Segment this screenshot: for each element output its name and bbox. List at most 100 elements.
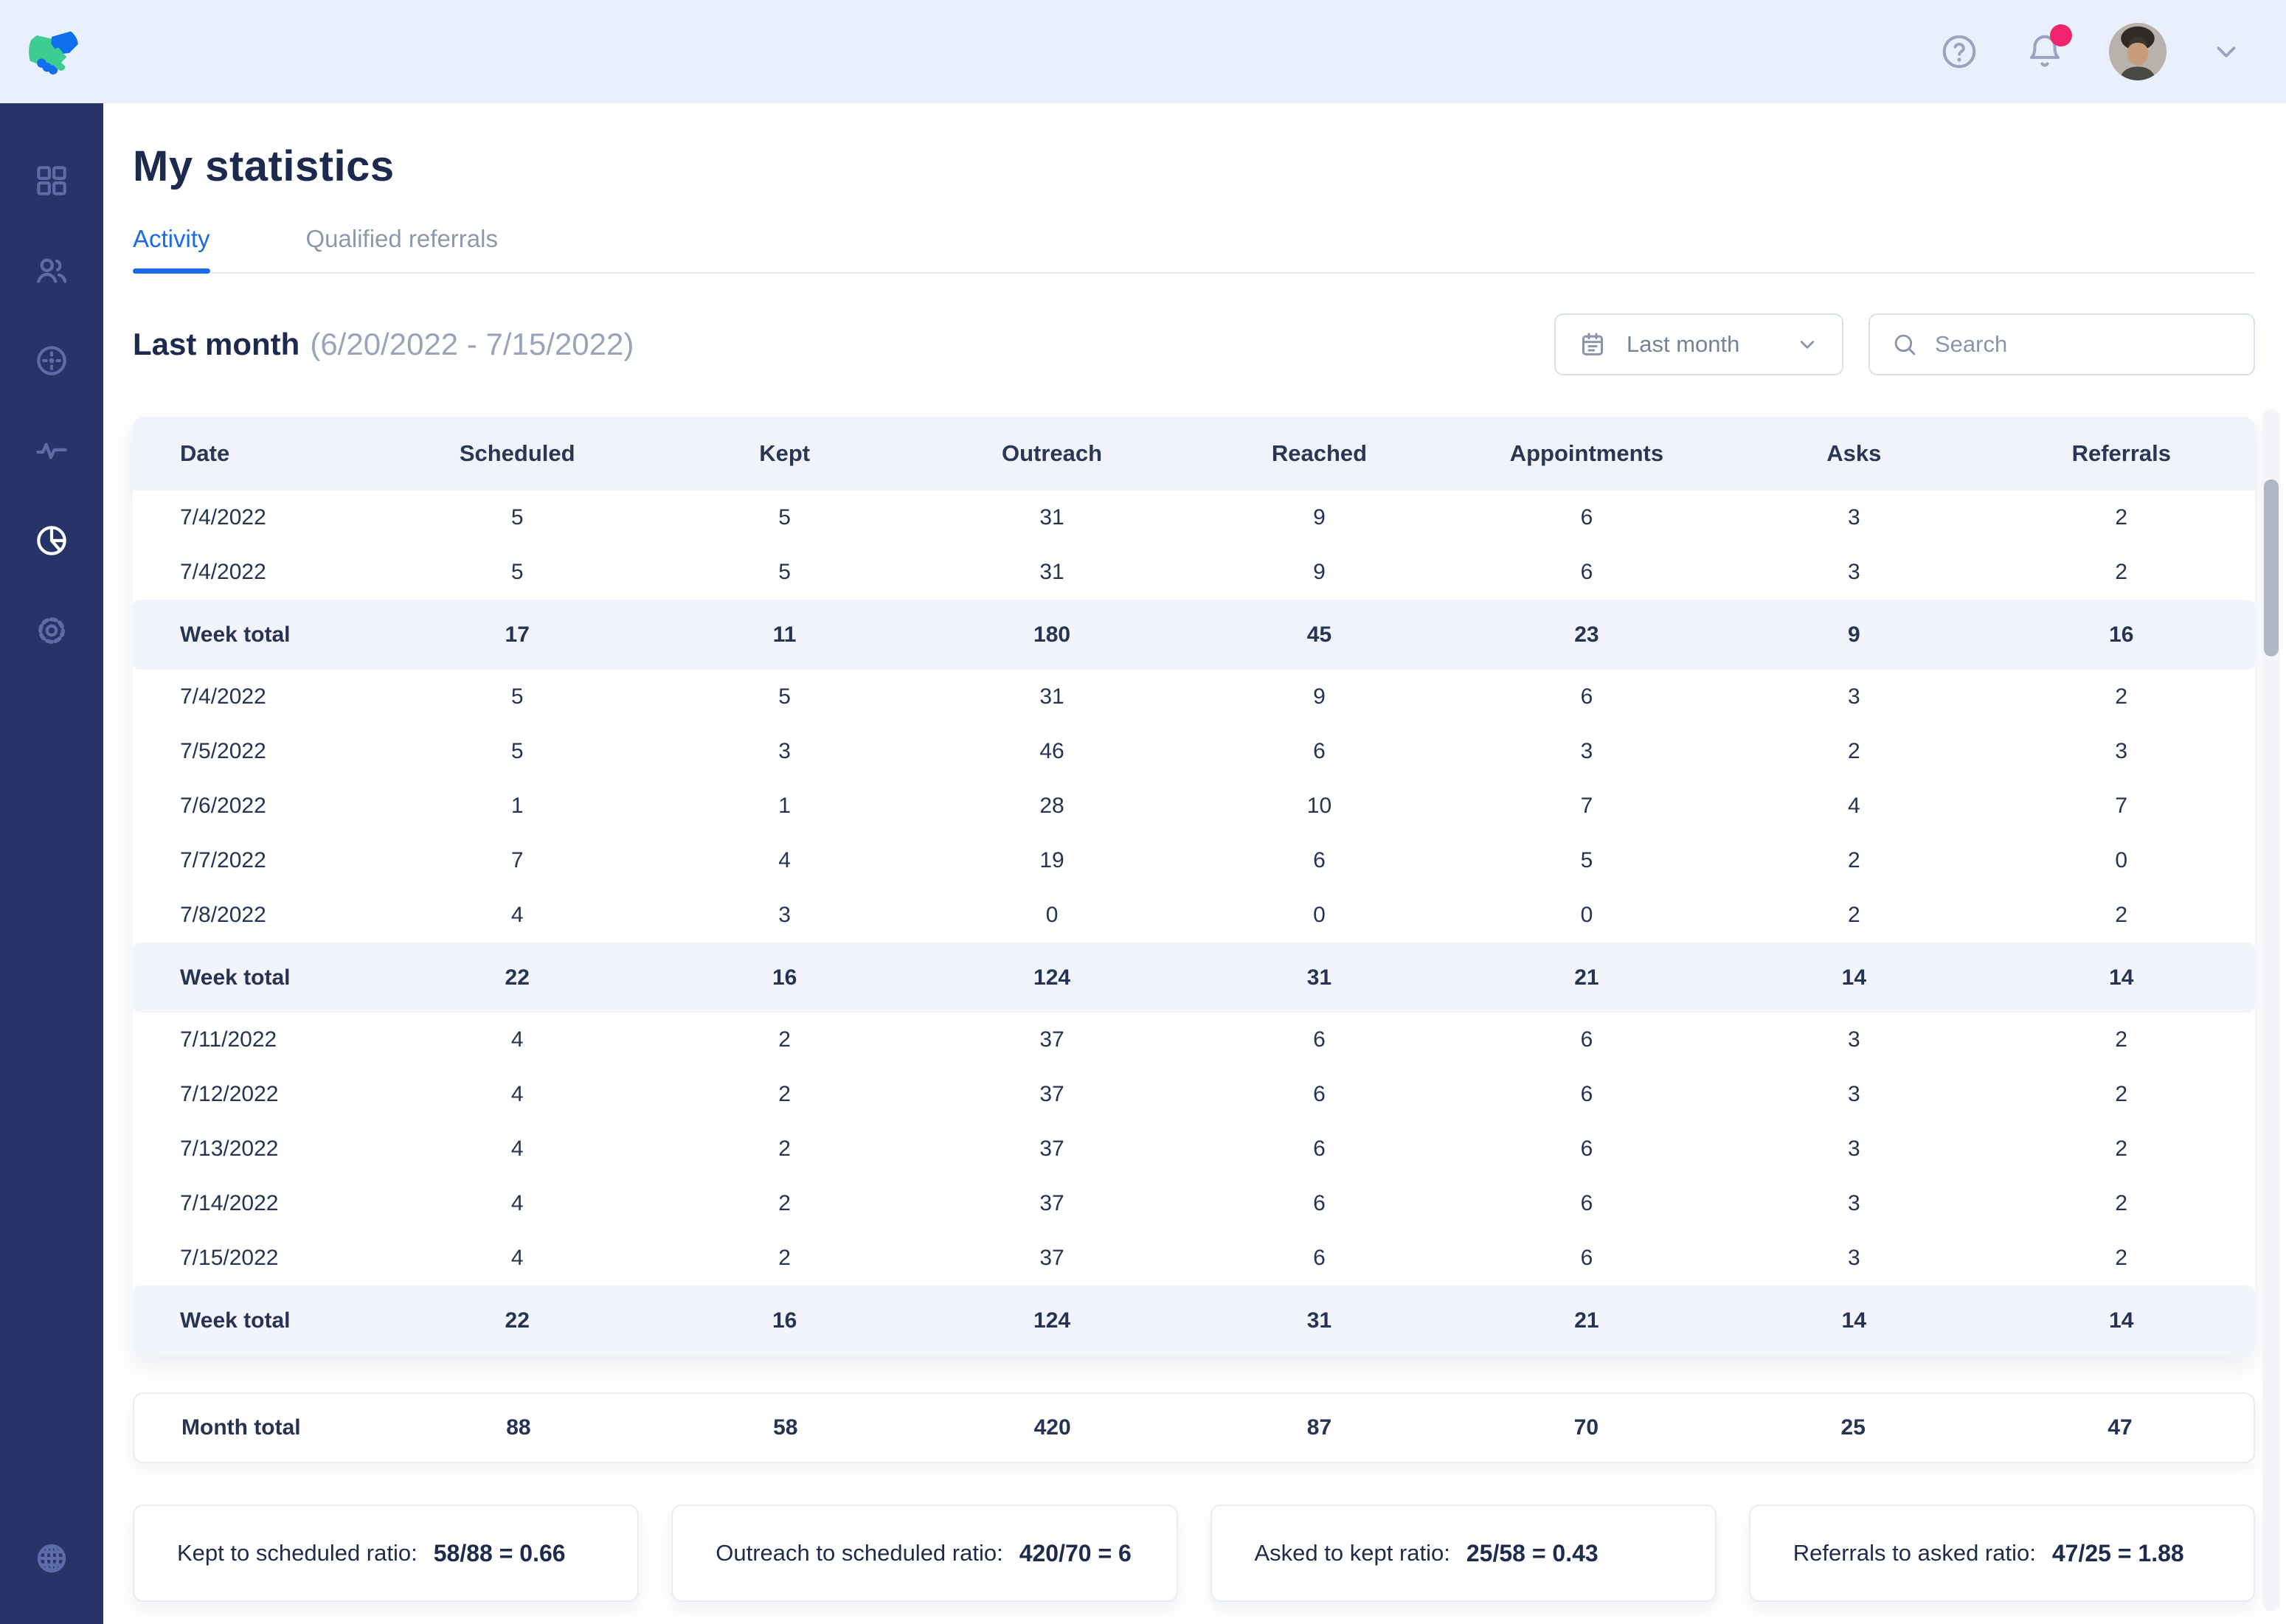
sidebar-item-dashboard[interactable] [0, 136, 103, 226]
topbar [0, 0, 2286, 103]
sidebar-item-users[interactable] [0, 226, 103, 316]
row-label: 7/7/2022 [180, 848, 266, 872]
bell-icon[interactable] [2023, 24, 2072, 73]
period-row: Last month (6/20/2022 - 7/15/2022) Last m… [133, 313, 2255, 375]
search-icon [1894, 334, 1916, 355]
help-icon[interactable] [1938, 30, 1981, 73]
week-total-row: Week total 22 16 124 31 21 14 14 [133, 1285, 2255, 1356]
cell-value: 21 [1574, 965, 1599, 990]
search-input[interactable] [1935, 331, 2233, 358]
sidebar-item-target[interactable] [0, 316, 103, 406]
avatar[interactable] [2109, 23, 2166, 80]
cell-value: 31 [1039, 684, 1064, 709]
period-label: Last month [133, 327, 300, 361]
cell-value: 2 [778, 1246, 791, 1270]
cell-value: 58 [773, 1415, 798, 1440]
cell-value: 47 [2107, 1415, 2133, 1440]
ratio-label: Asked to kept ratio: [1254, 1540, 1450, 1566]
sidebar-item-language[interactable] [0, 1513, 103, 1603]
cell-value: 14 [2109, 965, 2134, 990]
chevron-down-icon[interactable] [2209, 35, 2243, 69]
scrollbar-thumb[interactable] [2264, 479, 2279, 656]
row-label: 7/4/2022 [180, 505, 266, 530]
cell-value: 2 [778, 1137, 791, 1161]
cell-value: 17 [505, 622, 530, 647]
week-total-row: Week total 22 16 124 31 21 14 14 [133, 943, 2255, 1013]
tab-qualified-referrals[interactable]: Qualified referrals [305, 225, 498, 252]
cell-value: 4 [510, 1246, 524, 1270]
cell-value: 420 [1033, 1415, 1071, 1440]
column-header: Scheduled [459, 440, 575, 466]
column-header: Asks [1826, 440, 1882, 466]
row-label: Week total [180, 1308, 291, 1333]
ratio-label: Kept to scheduled ratio: [177, 1540, 418, 1566]
sidebar-item-settings[interactable] [0, 586, 103, 676]
cell-value: 7 [1580, 794, 1593, 818]
table-row: 7/6/2022 1 1 28 10 7 4 7 [133, 779, 2255, 833]
row-label: 7/8/2022 [180, 903, 266, 927]
row-label: Week total [180, 622, 291, 647]
period-dropdown-value: Last month [1627, 331, 1740, 357]
notification-badge [2050, 24, 2072, 46]
sidebar-item-statistics[interactable] [0, 496, 103, 586]
cell-value: 37 [1039, 1191, 1064, 1215]
column-header: Reached [1271, 440, 1368, 466]
column-header: Outreach [1002, 440, 1103, 466]
ratio-value: 58/88 = 0.66 [433, 1539, 566, 1566]
cell-value: 4 [510, 1191, 524, 1215]
tab-activity[interactable]: Activity [133, 225, 210, 274]
ratio-card-outreach-to-scheduled: Outreach to scheduled ratio: 420/70 = 6 [671, 1505, 1178, 1602]
cell-value: 0 [1313, 903, 1326, 927]
dashboard-grid-icon [37, 166, 66, 195]
globe-icon [37, 1544, 66, 1573]
cell-value: 46 [1039, 739, 1064, 763]
row-label: 7/4/2022 [180, 560, 266, 584]
cell-value: 70 [1573, 1415, 1599, 1440]
cell-value: 16 [772, 965, 797, 990]
cell-value: 22 [505, 1308, 530, 1333]
target-icon [37, 346, 66, 375]
cell-value: 1 [778, 794, 791, 818]
cell-value: 6 [1580, 1246, 1593, 1270]
row-label: 7/4/2022 [180, 684, 266, 709]
period-dropdown[interactable]: Last month [1554, 313, 1843, 375]
month-total-row: Month total 88 58 420 87 70 25 47 [134, 1394, 2254, 1462]
cell-value: 6 [1580, 684, 1593, 709]
cell-value: 14 [2109, 1308, 2134, 1333]
month-total-card: Month total 88 58 420 87 70 25 47 [133, 1392, 2255, 1463]
cell-value: 5 [778, 684, 791, 709]
cell-value: 6 [1580, 1137, 1593, 1161]
cell-value: 9 [1313, 684, 1326, 709]
ratio-value: 47/25 = 1.88 [2051, 1539, 2184, 1566]
table-header: Date Scheduled Kept Outreach Reached App… [133, 417, 2255, 490]
cell-value: 6 [1313, 1137, 1326, 1161]
table-row: 7/12/2022 4 2 37 6 6 3 2 [133, 1067, 2255, 1122]
cell-value: 3 [1848, 560, 1860, 584]
handshake-logo-icon[interactable] [21, 19, 86, 84]
cell-value: 4 [778, 848, 791, 872]
table-row: 7/4/2022 5 5 31 9 6 3 2 [133, 545, 2255, 600]
cell-value: 31 [1039, 560, 1064, 584]
row-label: 7/14/2022 [180, 1191, 279, 1215]
cell-value: 3 [1848, 684, 1860, 709]
column-header: Referrals [2071, 440, 2171, 466]
cell-value: 124 [1033, 965, 1071, 990]
search-box [1868, 313, 2255, 375]
sidebar-item-activity[interactable] [0, 406, 103, 496]
cell-value: 10 [1306, 794, 1332, 818]
cell-value: 0 [1045, 903, 1059, 927]
cell-value: 5 [1580, 848, 1593, 872]
period-range: (6/20/2022 - 7/15/2022) [310, 327, 634, 361]
scrollbar-track[interactable] [2262, 409, 2280, 1611]
cell-value: 5 [510, 684, 524, 709]
cell-value: 5 [778, 560, 791, 584]
cell-value: 4 [510, 1082, 524, 1106]
cell-value: 2 [2115, 1027, 2128, 1052]
cell-value: 7 [510, 848, 524, 872]
cell-value: 31 [1306, 965, 1332, 990]
cell-value: 3 [2115, 739, 2128, 763]
table-row: 7/13/2022 4 2 37 6 6 3 2 [133, 1122, 2255, 1176]
cell-value: 2 [2115, 1246, 2128, 1270]
cell-value: 14 [1841, 965, 1867, 990]
cell-value: 37 [1039, 1027, 1064, 1052]
